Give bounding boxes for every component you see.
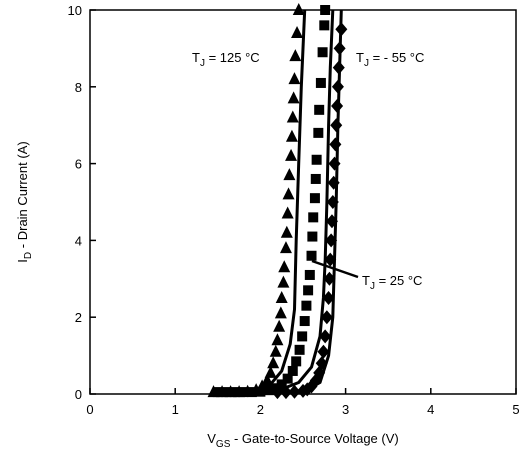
data-point-diamond xyxy=(328,156,341,171)
annotation-tj-25-leader xyxy=(311,259,359,279)
data-point-diamond xyxy=(271,385,284,400)
data-point-square xyxy=(299,316,310,327)
data-point-diamond xyxy=(324,252,337,267)
annotation-tj-125: TJ = 125 °C xyxy=(192,50,260,69)
data-point-triangle xyxy=(273,319,286,332)
data-point-triangle xyxy=(275,291,288,303)
data-point-square xyxy=(238,387,249,398)
data-point-triangle xyxy=(286,110,299,123)
data-point-square xyxy=(304,269,315,280)
data-point-square xyxy=(308,212,319,223)
data-point-square xyxy=(314,104,325,115)
data-point-diamond xyxy=(335,22,348,37)
data-point-square xyxy=(221,387,232,398)
data-point-square xyxy=(319,20,330,31)
data-point-diamond xyxy=(323,271,336,286)
data-point-diamond xyxy=(333,41,346,56)
data-point-square xyxy=(282,373,293,384)
y-tick-label: 8 xyxy=(75,80,82,95)
data-point-diamond xyxy=(288,384,301,399)
y-tick-label: 4 xyxy=(75,233,82,248)
x-tick-label: 0 xyxy=(86,402,93,417)
data-point-diamond xyxy=(330,118,343,133)
data-point-square xyxy=(310,173,321,184)
x-tick-label: 3 xyxy=(342,402,349,417)
x-tick-label: 5 xyxy=(512,402,519,417)
y-axis-label: ID - Drain Current (A) xyxy=(15,141,34,262)
y-axis-ticks: 0 2 4 6 8 10 xyxy=(68,3,96,402)
data-point-diamond xyxy=(279,385,292,400)
data-point-triangle xyxy=(264,365,277,378)
data-point-triangle xyxy=(281,206,294,219)
data-point-square xyxy=(276,379,287,390)
data-point-square xyxy=(246,387,257,398)
data-point-square xyxy=(212,387,223,398)
data-point-diamond xyxy=(329,137,342,152)
data-point-triangle xyxy=(280,225,293,238)
data-point-square xyxy=(301,300,312,311)
data-point-triangle xyxy=(274,306,287,319)
data-point-square xyxy=(263,385,274,396)
data-point-triangle xyxy=(291,26,304,39)
data-point-diamond xyxy=(331,79,344,94)
data-point-diamond xyxy=(326,195,339,209)
data-point-diamond xyxy=(320,310,333,325)
data-point-square xyxy=(313,127,324,138)
x-tick-label: 1 xyxy=(172,402,179,417)
data-point-triangle xyxy=(283,168,296,181)
y-tick-label: 6 xyxy=(75,157,82,172)
data-point-diamond xyxy=(319,329,332,344)
data-point-triangle xyxy=(292,3,305,15)
data-point-square xyxy=(320,5,331,15)
data-point-square xyxy=(255,386,266,397)
data-markers xyxy=(207,3,348,400)
data-point-triangle xyxy=(289,49,302,62)
data-point-triangle xyxy=(282,187,295,200)
data-point-triangle xyxy=(287,91,300,104)
data-point-diamond xyxy=(325,214,338,229)
data-point-diamond xyxy=(325,233,338,248)
data-point-triangle xyxy=(285,148,298,161)
data-point-square xyxy=(311,154,322,165)
y-tick-label: 10 xyxy=(68,3,82,18)
data-point-triangle xyxy=(288,72,301,85)
x-axis-label: VGS - Gate-to-Source Voltage (V) xyxy=(207,431,398,450)
x-tick-label: 4 xyxy=(427,402,434,417)
data-point-square xyxy=(317,47,328,58)
data-point-triangle xyxy=(279,241,292,254)
x-tick-label: 2 xyxy=(257,402,264,417)
data-point-triangle xyxy=(285,129,298,142)
data-point-square xyxy=(303,285,314,296)
data-point-diamond xyxy=(331,99,344,113)
data-point-square xyxy=(309,193,320,204)
data-point-diamond xyxy=(327,175,340,190)
annotation-tj-25: TJ = 25 °C xyxy=(362,273,422,292)
data-point-square xyxy=(294,344,305,355)
data-point-diamond xyxy=(317,344,330,359)
data-point-square xyxy=(315,77,326,88)
data-point-square xyxy=(287,365,298,376)
data-point-triangle xyxy=(261,373,274,386)
data-point-diamond xyxy=(332,60,345,75)
data-point-triangle xyxy=(271,333,284,346)
data-point-square xyxy=(229,387,240,398)
data-point-triangle xyxy=(267,356,280,369)
data-point-triangle xyxy=(278,260,291,273)
data-point-triangle xyxy=(277,275,290,288)
data-point-square xyxy=(297,331,308,342)
data-point-square xyxy=(291,356,302,367)
data-point-square xyxy=(307,231,318,242)
data-point-triangle xyxy=(269,344,282,357)
fit-curve-triangle xyxy=(213,9,307,395)
data-point-square xyxy=(306,250,317,261)
y-tick-label: 2 xyxy=(75,310,82,325)
data-point-diamond xyxy=(315,356,328,371)
y-tick-label: 0 xyxy=(75,387,82,402)
data-point-diamond xyxy=(322,291,335,305)
annotation-tj-minus55: TJ = - 55 °C xyxy=(356,50,424,69)
